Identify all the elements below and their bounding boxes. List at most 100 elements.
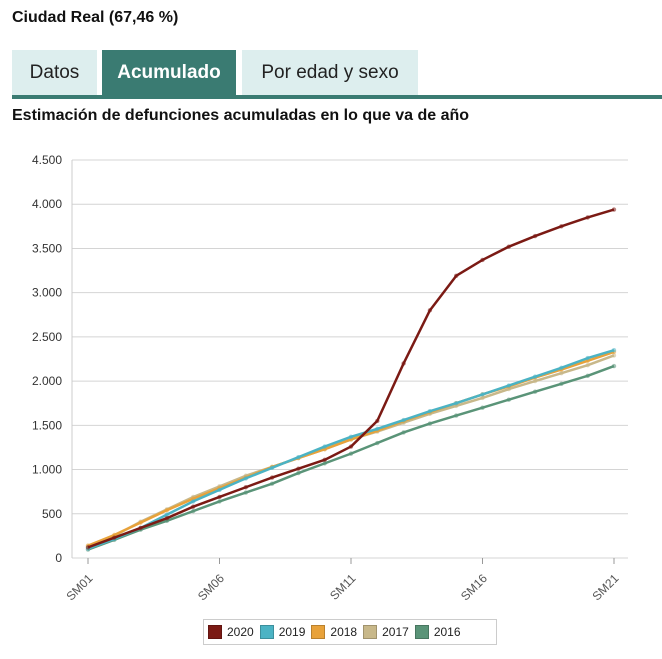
legend-swatch — [363, 625, 378, 639]
y-tick-label: 2.000 — [32, 374, 62, 388]
series-lines — [85, 207, 617, 552]
data-point-2016 — [585, 373, 590, 379]
data-point-2019 — [296, 454, 301, 460]
data-point-2019 — [322, 444, 327, 449]
data-point-2016 — [243, 490, 248, 495]
tab-bar: Datos Acumulado Por edad y sexo — [12, 50, 662, 96]
y-tick-label: 1.000 — [32, 463, 62, 477]
data-point-2016 — [401, 430, 406, 435]
data-point-2016 — [217, 499, 222, 504]
data-point-2020 — [480, 257, 485, 263]
data-point-2019 — [559, 365, 564, 371]
data-point-2016 — [322, 461, 327, 466]
data-point-2020 — [506, 244, 511, 249]
data-point-2020 — [164, 516, 170, 521]
y-tick-label: 0 — [55, 551, 62, 565]
data-point-2020 — [585, 215, 590, 220]
data-point-2016 — [348, 451, 354, 456]
data-point-2019 — [164, 512, 170, 517]
legend-label: 2020 — [227, 625, 254, 639]
data-point-2017 — [532, 378, 538, 384]
data-point-2020 — [191, 504, 196, 509]
x-tick-label: SM11 — [327, 571, 359, 603]
legend-item-2017[interactable]: 2017 — [363, 625, 409, 639]
data-point-2016 — [506, 397, 511, 402]
data-point-2019 — [427, 408, 433, 414]
legend-item-2016[interactable]: 2016 — [414, 625, 461, 639]
legend-label: 2018 — [330, 625, 358, 639]
legend-item-2019[interactable]: 2019 — [259, 625, 306, 639]
data-point-2016 — [427, 421, 433, 426]
legend-swatch — [259, 625, 274, 639]
data-point-2017 — [585, 362, 590, 368]
y-tick-label: 3.000 — [32, 286, 62, 300]
line-chart: 0 500 1.000 1.500 2.000 2.500 3.000 3.500 4.000 4… — [32, 153, 628, 603]
data-point-2020 — [611, 207, 617, 212]
legend-item-2020[interactable]: 2020 — [208, 625, 254, 639]
data-point-2020 — [348, 444, 354, 449]
tab-underline — [12, 95, 662, 99]
data-point-2020 — [138, 525, 143, 531]
legend-swatch — [311, 625, 326, 639]
y-tick-label: 3.500 — [32, 241, 62, 255]
data-point-2020 — [243, 485, 248, 490]
tab-datos[interactable]: Datos — [12, 50, 97, 96]
data-point-2020 — [401, 361, 406, 366]
legend-swatch — [208, 625, 222, 639]
data-point-2016 — [480, 405, 485, 410]
legend-label: 2017 — [382, 625, 409, 639]
data-point-2019 — [348, 434, 354, 440]
legend-label: 2016 — [433, 625, 461, 639]
tab-por-edad-y-sexo[interactable]: Por edad y sexo — [242, 50, 418, 96]
data-point-2016 — [454, 413, 459, 418]
y-tick-label: 4.500 — [32, 153, 62, 167]
chart-legend: 2020 2019 2018 2017 2016 — [203, 619, 497, 645]
data-point-2019 — [506, 383, 511, 388]
y-tick-label: 500 — [42, 507, 62, 521]
data-point-2019 — [217, 487, 222, 493]
data-point-2019 — [401, 417, 406, 423]
data-point-2020 — [112, 535, 117, 540]
x-tick-label: SM21 — [589, 571, 621, 603]
data-point-2016 — [191, 508, 196, 514]
y-tick-label: 2.500 — [32, 330, 62, 344]
data-point-2019 — [585, 355, 590, 361]
data-point-2017 — [480, 395, 485, 401]
data-point-2019 — [480, 392, 485, 397]
legend-item-2018[interactable]: 2018 — [311, 625, 357, 639]
data-point-2019 — [532, 374, 538, 379]
data-point-2020 — [454, 273, 459, 279]
data-point-2016 — [375, 440, 380, 446]
x-tick-label: SM16 — [458, 571, 490, 603]
data-point-2016 — [611, 363, 617, 369]
data-point-2020 — [427, 308, 433, 313]
data-point-2017 — [559, 370, 564, 376]
data-point-2016 — [296, 470, 301, 476]
data-point-2020 — [85, 545, 91, 550]
data-point-2019 — [191, 499, 196, 504]
data-point-2019 — [454, 401, 459, 406]
tab-acumulado[interactable]: Acumulado — [102, 50, 236, 96]
data-point-2020 — [532, 233, 538, 239]
y-tick-label: 4.000 — [32, 197, 62, 211]
data-point-2016 — [532, 389, 538, 394]
data-point-2020 — [217, 494, 222, 500]
data-point-2017 — [611, 353, 617, 358]
y-tick-label: 1.500 — [32, 418, 62, 432]
data-point-2020 — [375, 418, 380, 424]
data-point-2018 — [164, 508, 170, 513]
data-point-2019 — [375, 426, 380, 432]
data-point-2016 — [269, 481, 275, 486]
data-point-2020 — [269, 475, 275, 480]
data-point-2018 — [138, 520, 143, 525]
region-title: Ciudad Real (67,46 %) — [12, 9, 179, 26]
x-tick-label: SM01 — [63, 571, 95, 603]
data-point-2019 — [243, 476, 248, 481]
chart-title: Estimación de defunciones acumuladas en … — [12, 107, 470, 124]
x-tick-label: SM06 — [195, 571, 227, 603]
legend-swatch — [414, 625, 429, 639]
grid — [72, 159, 628, 559]
data-point-2019 — [611, 347, 617, 353]
legend-label: 2019 — [278, 625, 306, 639]
data-point-2019 — [269, 465, 275, 470]
